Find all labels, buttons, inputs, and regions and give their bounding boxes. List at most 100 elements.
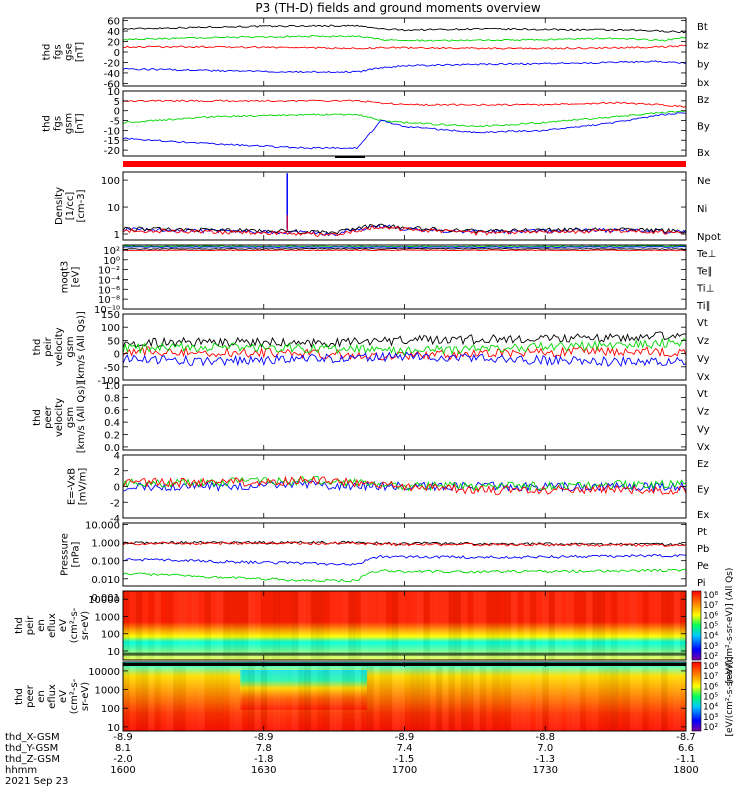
spectrogram-column (610, 662, 618, 731)
series-Pb-line (122, 541, 687, 548)
spectrogram-column (179, 662, 187, 731)
time-axis-date: 2021 Sep 23 (5, 776, 68, 787)
spectrogram-column (486, 662, 493, 731)
y-axis-label: sr-eV) (80, 611, 91, 640)
y-tick-label: -2 (110, 498, 120, 509)
spectrogram-column (617, 591, 624, 660)
spectrogram-column (317, 662, 324, 731)
time-axis-value: 1800 (673, 765, 698, 776)
spectrogram-column (129, 591, 136, 660)
y-tick-label: 10⁻⁶ (98, 285, 120, 296)
time-axis-row-label: thd_Z-GSM (5, 754, 60, 765)
spectrogram-column (448, 662, 456, 731)
y-axis-label: [km/s (All Qs)] (76, 311, 87, 383)
spectrogram-column (435, 591, 443, 660)
y-tick-label: 50 (107, 336, 120, 347)
spectrogram-column (423, 591, 431, 660)
spectrogram-column (160, 662, 168, 731)
y-tick-label: -100 (97, 376, 120, 387)
legend-Vx: Vx (697, 442, 710, 453)
spectrogram-column (223, 662, 230, 731)
series-Vx-line (122, 351, 687, 368)
spectrogram-band (123, 652, 686, 656)
y-axis-label: thd (32, 409, 43, 426)
colorbar-tick-label: 10⁷ (703, 601, 718, 611)
legend-Vz: Vz (697, 336, 709, 347)
y-axis-label: gse (64, 43, 75, 61)
legend-Te⊥: Te⊥ (696, 249, 716, 260)
spectrogram-column (442, 662, 449, 731)
spectrogram-column (529, 591, 537, 660)
spectrogram-column (360, 591, 368, 660)
y-tick-label: 0.2 (104, 431, 120, 442)
spectrogram-column (223, 591, 230, 660)
spectrogram-column (391, 591, 399, 660)
y-tick-label: 10⁰ (103, 256, 120, 267)
spectrogram-column (485, 591, 493, 660)
y-tick-label: 100 (101, 323, 120, 334)
y-tick-label: 10.000 (85, 520, 120, 531)
spectrogram-column (429, 662, 437, 731)
spectrogram-column (510, 662, 518, 731)
y-axis-label: Pressure (60, 533, 71, 576)
y-tick-label: -20 (104, 58, 120, 69)
colorbar-unit: [eV/(cm²-s-sr-eV)] (725, 656, 735, 736)
spectrogram-column (260, 662, 268, 731)
y-tick-label: 0.100 (91, 557, 120, 568)
y-tick-label: -50 (104, 363, 120, 374)
colorbar-unit: [eV/(cm²-s-sr-eV)] (All Qs) (725, 568, 735, 684)
panel-frame (122, 384, 687, 451)
y-axis-label: Density (54, 187, 65, 225)
spectrogram-column (373, 591, 380, 660)
panel-6: Vt Vz Vy Vx 1.00.8 0.60.4 0.20.0 thd peer velocit… (32, 381, 710, 454)
spectrogram-column (642, 591, 649, 660)
spectrogram-column (417, 662, 424, 731)
y-tick-label: 10⁻¹⁰ (94, 305, 120, 316)
spectrogram-column (635, 662, 643, 731)
series-Pi-line (122, 554, 687, 566)
y-tick-label: 10⁻⁴ (98, 275, 120, 286)
time-axis-value: -1.8 (254, 754, 274, 765)
legend-Vx: Vx (697, 372, 710, 383)
spectrogram-column (579, 662, 587, 731)
legend-Te∥: Te∥ (696, 266, 713, 277)
spectrogram-column (348, 662, 355, 731)
spectrogram-column (598, 591, 606, 660)
panel-8: Pt Pb Pe Pi 10.000 1.000 0.100 0.010 0.001 Pressu… (60, 520, 710, 603)
time-axis-value: -2.0 (113, 754, 133, 765)
spectrogram-column (323, 662, 330, 731)
spectrogram-column (479, 591, 487, 660)
spectrogram-column (560, 591, 568, 660)
y-axis-label: gsm (64, 113, 75, 134)
spectrogram-column (623, 662, 631, 731)
y-tick-label: 1000 (95, 612, 120, 623)
spectrogram-column (379, 591, 387, 660)
spectrogram-column (329, 662, 337, 731)
y-tick-label: 0.8 (104, 393, 120, 404)
spectrogram-column (667, 662, 674, 731)
spectrogram-column (204, 662, 211, 731)
legend-Ey: Ey (697, 485, 709, 496)
legend-by: by (697, 59, 709, 70)
spectrogram-column (191, 591, 199, 660)
spectrogram-column (341, 591, 349, 660)
y-axis-label: E=-VxB (67, 468, 78, 505)
y-tick-label: 0.010 (91, 575, 120, 586)
spectrogram-column (654, 591, 662, 660)
spectrogram-column (310, 662, 318, 731)
spectrogram-column (304, 662, 312, 731)
y-axis-label: [1/cc] (65, 192, 76, 221)
spectrogram-quiet-region (240, 670, 367, 710)
series-by-line (122, 35, 687, 42)
series-Bt-line (122, 24, 687, 34)
y-axis-label: (cm²-s- (69, 607, 80, 643)
panel-frame (122, 17, 687, 87)
spectrogram-column (235, 662, 243, 731)
spectrogram-column (629, 662, 637, 731)
colorbar-tick-label: 10⁷ (703, 672, 718, 682)
y-tick-label: 2 (114, 467, 120, 478)
